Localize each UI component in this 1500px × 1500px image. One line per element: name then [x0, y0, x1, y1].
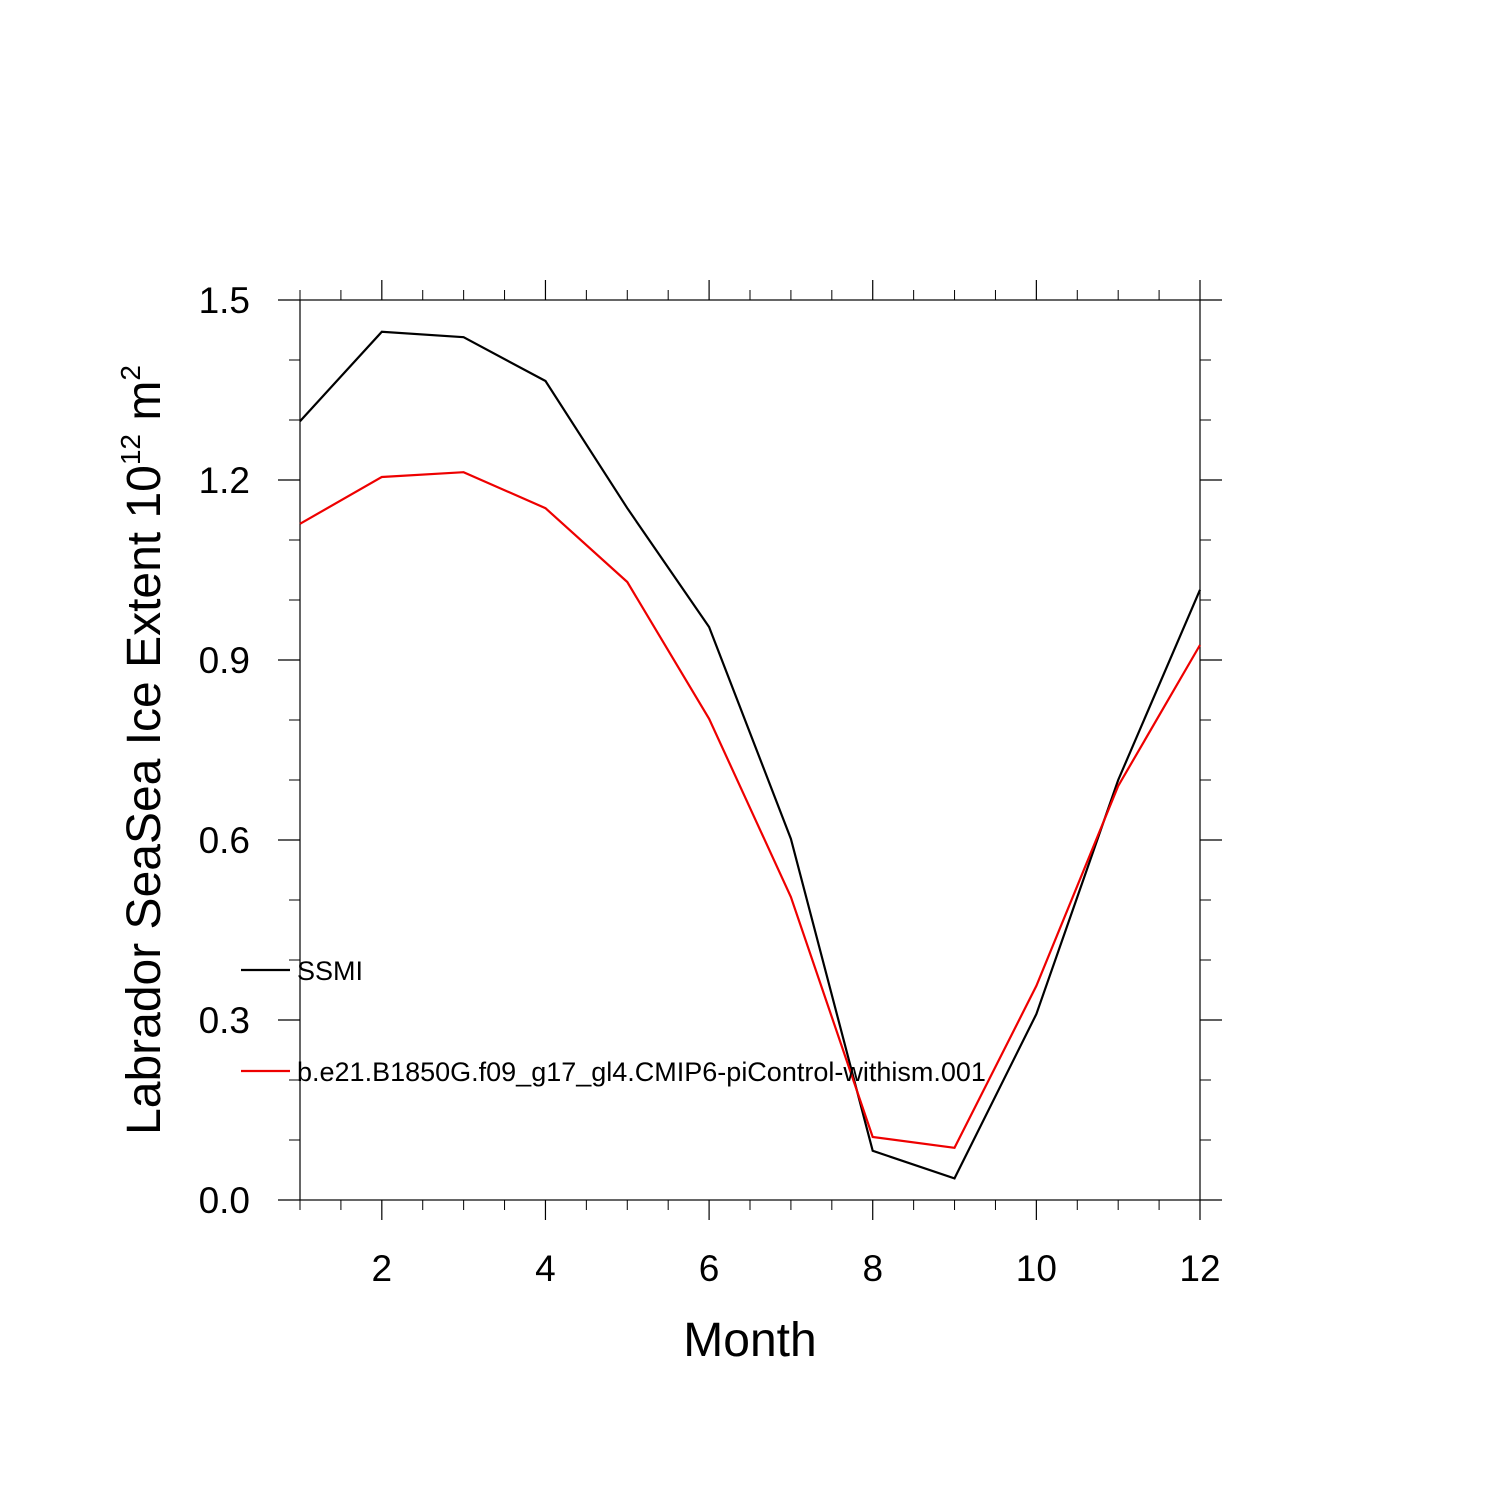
x-tick-label: 8: [862, 1248, 883, 1289]
legend-label-1: b.e21.B1850G.f09_g17_gl4.CMIP6-piControl…: [297, 1057, 986, 1087]
y-axis-title-unit: m: [118, 381, 171, 434]
y-tick-label: 1.2: [199, 460, 250, 501]
series-line-0: [299, 330, 1202, 1180]
x-tick-label: 10: [1016, 1248, 1057, 1289]
y-tick-label: 0.0: [199, 1180, 250, 1221]
plot-frame: [299, 299, 1201, 1201]
series-lines: [299, 330, 1202, 1180]
x-axis-title: Month: [683, 1314, 816, 1367]
y-axis-title-main: Labrador SeaSea Ice Extent 10: [118, 465, 171, 1135]
series-line-1: [299, 471, 1201, 1149]
y-tick-label: 1.5: [199, 280, 250, 321]
legend: SSMI b.e21.B1850G.f09_g17_gl4.CMIP6-piCon…: [241, 956, 986, 1087]
x-tick-label: 12: [1179, 1248, 1220, 1289]
x-tick-label: 2: [372, 1248, 393, 1289]
axis-ticks: [278, 280, 1222, 1220]
x-tick-label: 6: [699, 1248, 720, 1289]
y-axis-title: Labrador SeaSea Ice Extent 1012 m2: [115, 365, 171, 1135]
tick-labels: 2 4 6 8 10 12 0.0 0.3 0.6 0.9 1.2 1.5: [199, 280, 1221, 1289]
y-tick-label: 0.9: [199, 640, 250, 681]
x-tick-label: 4: [535, 1248, 556, 1289]
y-tick-label: 0.6: [199, 820, 250, 861]
y-axis-title-unit-exponent: 2: [115, 365, 146, 381]
y-axis-title-exponent: 12: [115, 434, 146, 465]
legend-label-0: SSMI: [297, 956, 363, 986]
y-tick-label: 0.3: [199, 1000, 250, 1041]
